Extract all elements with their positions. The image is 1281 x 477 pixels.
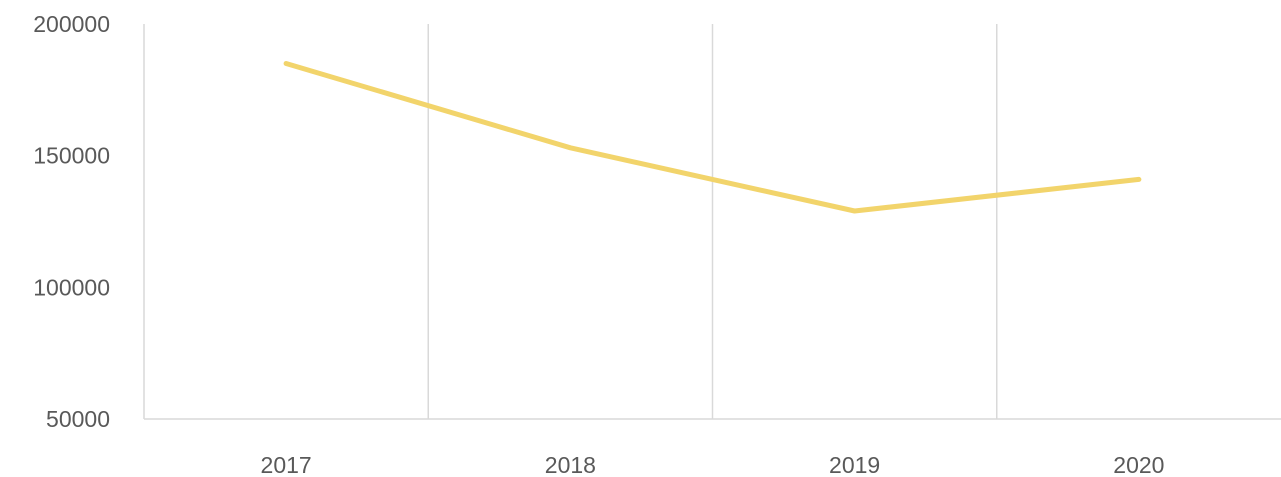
gridlines (143, 24, 998, 419)
series-lines (283, 61, 1142, 214)
series-line (283, 61, 1142, 214)
x-tick-label: 2019 (829, 452, 880, 477)
x-tick-label: 2017 (261, 452, 312, 477)
y-tick-label: 150000 (33, 143, 110, 169)
x-tick-label: 2018 (545, 452, 596, 477)
y-tick-label: 200000 (33, 11, 110, 37)
x-axis-tick-labels: 2017 2018 2019 2020 (261, 452, 1165, 477)
x-tick-label: 2020 (1113, 452, 1164, 477)
y-tick-label: 100000 (33, 274, 110, 300)
y-axis-tick-labels: 50000 100000 150000 200000 (33, 11, 110, 432)
y-tick-label: 50000 (46, 406, 110, 432)
